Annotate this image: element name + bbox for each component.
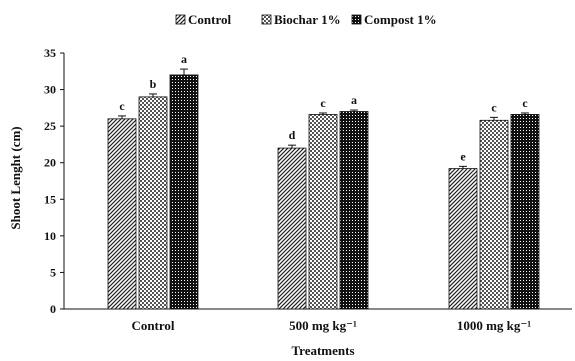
x-category-label: 500 mg kg⁻¹ xyxy=(289,318,357,333)
legend-label: Control xyxy=(188,12,231,27)
significance-letters: c b a d c a e c c xyxy=(119,52,528,163)
significance-letter: b xyxy=(150,77,157,91)
y-axis-title: Shoot Lenght (cm) xyxy=(8,126,23,229)
significance-letter: c xyxy=(491,100,497,114)
bar xyxy=(339,111,369,310)
y-tick-label: 0 xyxy=(50,302,56,316)
error-bars xyxy=(118,68,529,169)
legend-swatch xyxy=(351,14,362,25)
y-tick-label: 30 xyxy=(44,83,56,97)
significance-letter: c xyxy=(522,96,528,110)
axes: 0 5 10 15 20 25 30 35 Control 500 mg kg⁻¹ 1000 mg … xyxy=(44,46,572,333)
significance-letter: c xyxy=(119,99,125,113)
legend-swatch xyxy=(175,14,186,25)
y-tick-label: 5 xyxy=(50,265,56,279)
bar xyxy=(107,118,137,310)
x-category-label: 1000 mg kg⁻¹ xyxy=(457,318,531,333)
bars xyxy=(107,74,540,310)
y-tick-label: 20 xyxy=(44,156,56,170)
bar xyxy=(277,147,307,310)
legend-label: Biochar 1% xyxy=(274,12,341,27)
y-tick-label: 25 xyxy=(44,119,56,133)
y-tick-label: 35 xyxy=(44,46,56,60)
bar xyxy=(479,119,509,310)
legend-label: Compost 1% xyxy=(364,12,437,27)
bar xyxy=(448,168,478,310)
bar xyxy=(510,114,540,310)
y-tick-label: 15 xyxy=(44,192,56,206)
bar xyxy=(169,74,199,310)
y-tick-label: 10 xyxy=(44,229,56,243)
significance-letter: a xyxy=(181,52,187,66)
bar xyxy=(308,114,338,310)
significance-letter: a xyxy=(351,93,357,107)
legend: Control Biochar 1% Compost 1% xyxy=(175,12,437,27)
significance-letter: d xyxy=(289,128,296,142)
x-category-label: Control xyxy=(131,318,174,333)
significance-letter: c xyxy=(320,96,326,110)
bar xyxy=(138,96,168,310)
legend-swatch xyxy=(261,14,272,25)
x-axis-title: Treatments xyxy=(291,343,354,358)
significance-letter: e xyxy=(460,149,466,163)
